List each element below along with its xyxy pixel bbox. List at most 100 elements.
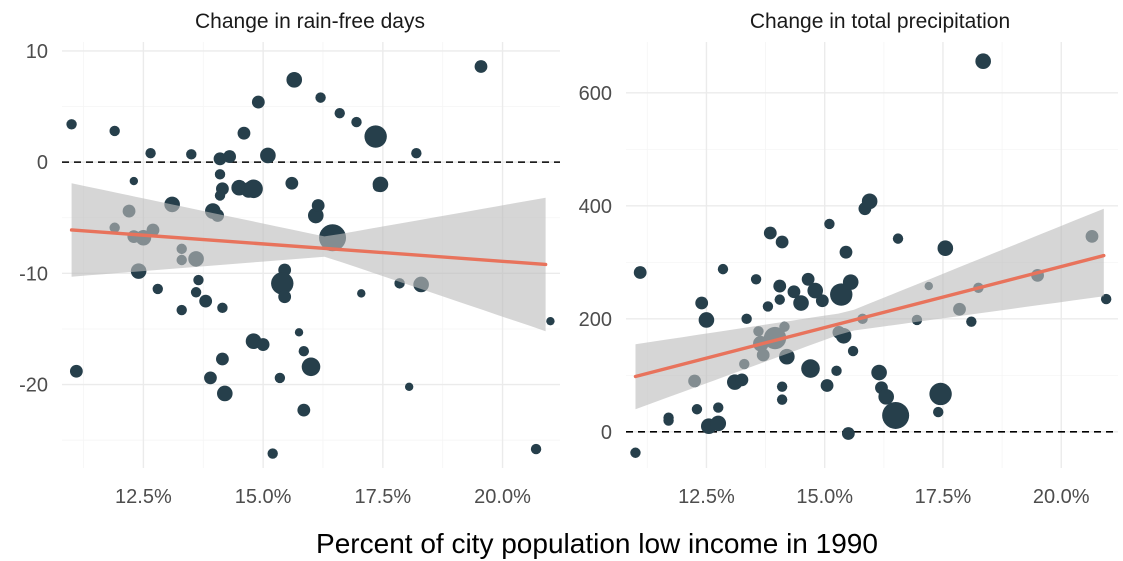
data-point: [214, 169, 226, 180]
data-point: [66, 119, 77, 130]
data-point: [750, 274, 762, 285]
data-point: [357, 289, 366, 298]
data-point: [546, 316, 555, 326]
data-point: [773, 279, 787, 293]
data-point: [847, 345, 859, 357]
data-point: [214, 190, 226, 201]
data-point: [530, 443, 542, 455]
data-point: [267, 448, 278, 459]
data-point: [830, 283, 853, 306]
data-point: [975, 53, 991, 70]
data-point: [1100, 293, 1112, 305]
data-point: [256, 338, 270, 351]
data-point: [882, 401, 910, 429]
data-point: [109, 125, 120, 137]
data-point: [741, 313, 752, 325]
data-point: [841, 427, 855, 440]
data-point: [294, 328, 304, 337]
data-point: [695, 296, 709, 310]
panel-title: Change in rain-free days: [195, 10, 425, 33]
panel-title: Change in total precipitation: [750, 10, 1010, 33]
data-point: [966, 316, 977, 327]
data-point: [878, 389, 894, 405]
regression-line: [633, 253, 1106, 379]
data-point: [633, 266, 647, 279]
y-tick-label: 10: [26, 41, 48, 63]
data-point: [311, 199, 325, 212]
data-point: [787, 285, 801, 299]
x-tick-label: 15.0%: [796, 486, 853, 508]
data-point: [776, 394, 788, 405]
data-point: [839, 245, 853, 259]
data-point: [776, 381, 788, 392]
x-tick-label: 12.5%: [678, 486, 735, 508]
data-point: [145, 148, 156, 159]
data-point: [698, 312, 715, 328]
data-point: [801, 272, 815, 286]
data-point: [278, 290, 292, 304]
y-tick-label: -20: [19, 375, 48, 397]
data-point: [271, 272, 294, 295]
y-tick-label: 0: [37, 152, 48, 174]
data-point: [351, 116, 362, 128]
data-point: [297, 403, 311, 417]
x-tick-label: 17.5%: [915, 486, 972, 508]
data-point: [929, 382, 952, 406]
x-tick-label: 17.5%: [354, 486, 411, 508]
data-point: [190, 287, 202, 298]
confidence-band: [635, 208, 1104, 410]
data-point: [762, 301, 774, 312]
data-point: [793, 295, 809, 311]
data-point: [717, 263, 729, 275]
data-point: [815, 294, 829, 308]
y-tick-label: 0: [601, 422, 612, 444]
data-point: [861, 193, 878, 210]
data-point: [286, 72, 303, 88]
data-point: [213, 152, 227, 166]
data-point: [663, 415, 674, 426]
data-point: [216, 352, 229, 366]
data-point: [801, 359, 820, 378]
data-point: [129, 176, 139, 186]
data-point: [186, 149, 197, 160]
data-point: [176, 304, 187, 316]
y-tick-label: 200: [579, 309, 612, 331]
data-point: [775, 235, 789, 249]
data-point: [274, 372, 286, 384]
data-point: [842, 274, 859, 290]
data-point: [404, 382, 414, 392]
data-point: [223, 150, 236, 163]
confidence-band: [71, 183, 546, 332]
data-point: [237, 126, 251, 140]
data-point: [774, 294, 785, 305]
data-point: [364, 125, 387, 148]
data-point: [334, 107, 345, 119]
data-point: [713, 402, 724, 413]
data-point: [892, 233, 904, 244]
data-point: [474, 60, 488, 73]
panel-rain-free-days: Change in rain-free days -20 -10 0 10 12.5% 15…: [19, 10, 560, 508]
data-point: [315, 92, 326, 103]
x-tick-label: 15.0%: [235, 486, 292, 508]
data-point: [301, 357, 321, 377]
data-point: [152, 283, 163, 295]
data-point: [710, 415, 727, 432]
data-point: [820, 379, 834, 392]
data-point: [831, 365, 842, 377]
data-point: [763, 226, 777, 240]
data-point: [298, 346, 310, 357]
y-tick-label: 600: [579, 83, 612, 105]
data-point: [807, 282, 824, 299]
data-point: [217, 302, 228, 314]
data-point: [933, 406, 944, 418]
data-point: [244, 179, 263, 199]
y-tick-label: -10: [19, 263, 48, 285]
data-point: [204, 371, 217, 385]
data-point: [193, 274, 204, 286]
x-axis-label: Percent of city population low income in…: [316, 528, 878, 559]
data-point: [937, 240, 954, 257]
x-tick-label: 20.0%: [1033, 486, 1090, 508]
data-point: [630, 447, 641, 458]
data-point: [69, 364, 83, 378]
